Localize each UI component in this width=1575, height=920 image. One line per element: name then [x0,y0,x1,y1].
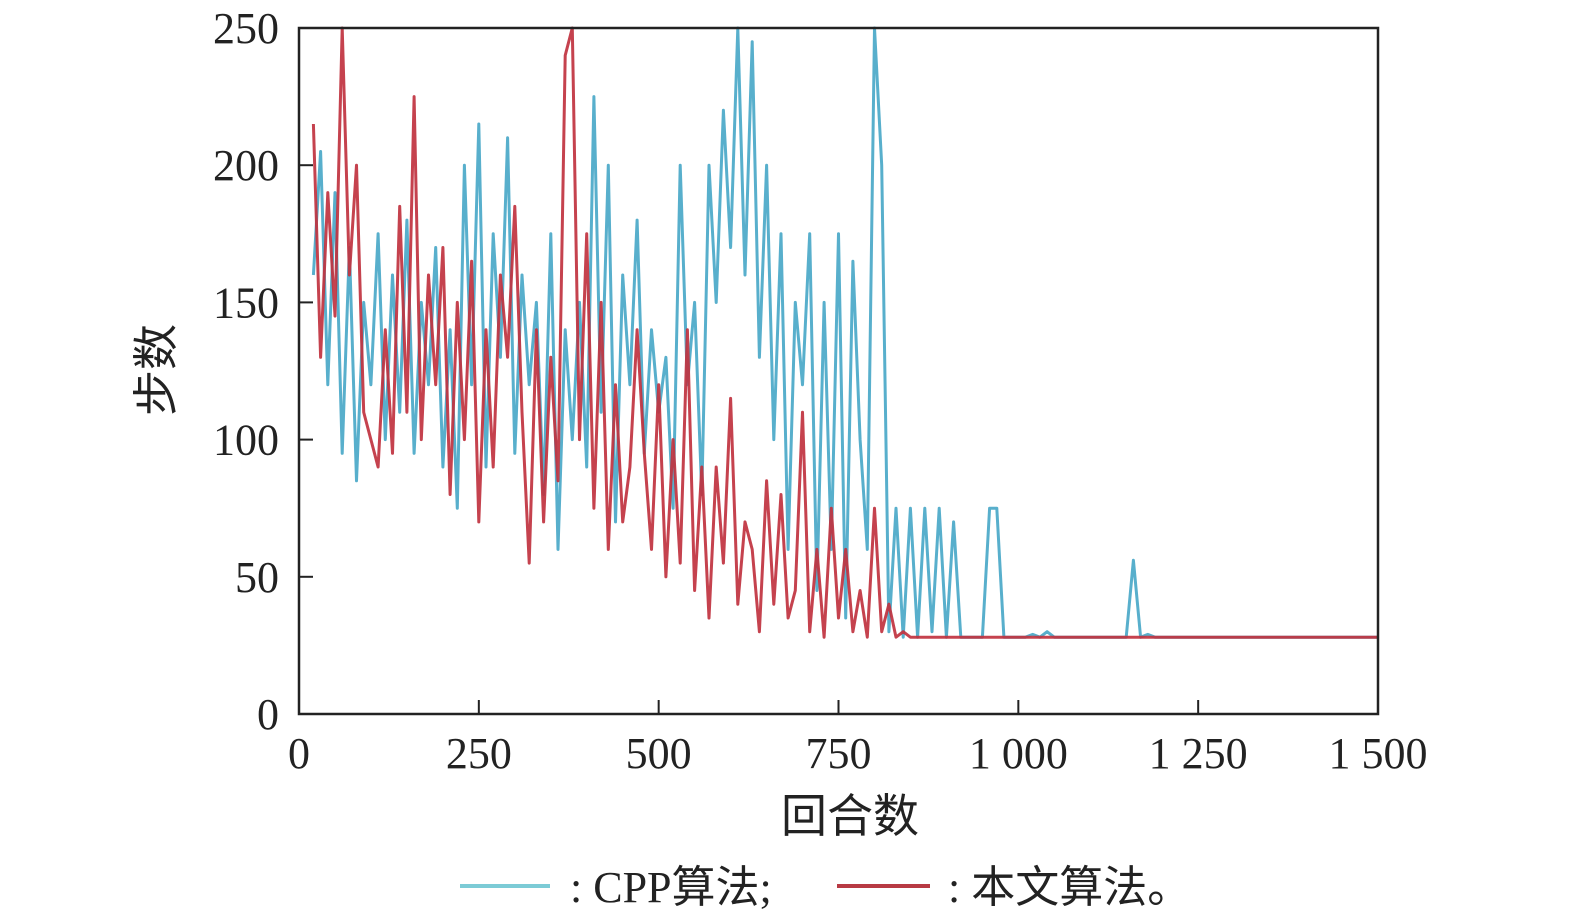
y-tick-label: 50 [235,553,279,602]
y-axis: 0 50 100 150 200 250 [213,4,313,739]
x-axis-label: 回合数 [781,791,919,842]
x-tick-label: 0 [288,729,310,778]
x-tick-label: 500 [626,729,692,778]
x-tick-label: 1 000 [969,729,1068,778]
x-axis: 0 250 500 750 1 000 1 250 1 500 [288,700,1428,778]
series-line-ours [311,26,1378,639]
legend: : CPP算法; : 本文算法。 [460,863,1191,912]
y-axis-label: 步数 [131,324,182,416]
x-tick-label: 250 [446,729,512,778]
x-tick-label: 1 250 [1149,729,1248,778]
y-tick-label: 150 [213,278,279,327]
legend-label-ours: : 本文算法。 [948,863,1191,912]
series-layer [311,26,1378,639]
y-tick-label: 200 [213,141,279,190]
y-tick-label: 250 [213,4,279,53]
y-tick-label: 0 [257,690,279,739]
x-tick-label: 750 [806,729,872,778]
legend-label-cpp: : CPP算法; [570,863,772,912]
x-tick-label: 1 500 [1329,729,1428,778]
y-tick-label: 100 [213,416,279,465]
